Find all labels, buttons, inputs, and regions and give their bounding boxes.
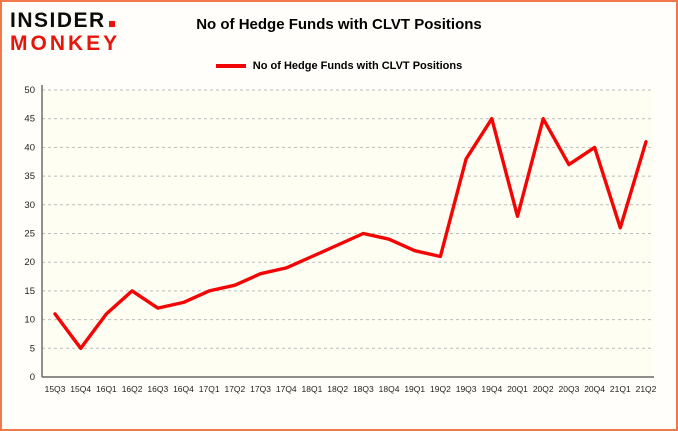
- x-tick-label: 19Q3: [456, 384, 477, 394]
- x-tick-label: 21Q1: [610, 384, 631, 394]
- x-tick-label: 15Q4: [70, 384, 91, 394]
- x-tick-label: 16Q2: [122, 384, 143, 394]
- logo-text-insider: INSIDER: [10, 10, 120, 31]
- x-tick-label: 18Q4: [379, 384, 400, 394]
- x-tick-label: 19Q4: [481, 384, 502, 394]
- y-tick-label: 20: [24, 257, 35, 268]
- x-tick-label: 18Q2: [327, 384, 348, 394]
- x-tick-label: 18Q1: [302, 384, 323, 394]
- x-tick-label: 20Q1: [507, 384, 528, 394]
- legend-line-icon: [215, 64, 246, 68]
- y-tick-label: 0: [30, 372, 35, 383]
- x-tick-label: 20Q2: [533, 384, 554, 394]
- y-tick-label: 10: [24, 315, 35, 326]
- logo-text-monkey: MONKEY: [10, 32, 121, 55]
- x-tick-label: 19Q1: [404, 384, 425, 394]
- x-tick-label: 17Q3: [250, 384, 271, 394]
- y-tick-label: 40: [24, 142, 35, 153]
- y-tick-label: 25: [24, 229, 35, 240]
- y-tick-label: 15: [24, 286, 35, 297]
- y-tick-label: 45: [24, 114, 35, 125]
- x-tick-label: 17Q1: [199, 384, 220, 394]
- x-tick-label: 15Q3: [45, 384, 66, 394]
- logo-dot-icon: [108, 21, 115, 27]
- x-tick-label: 17Q2: [224, 384, 245, 394]
- x-tick-label: 17Q4: [276, 384, 297, 394]
- x-tick-label: 16Q1: [96, 384, 117, 394]
- x-tick-label: 20Q3: [559, 384, 580, 394]
- y-tick-label: 5: [30, 343, 35, 354]
- x-tick-label: 16Q3: [147, 384, 168, 394]
- legend-label: No of Hedge Funds with CLVT Positions: [252, 60, 463, 72]
- x-tick-label: 21Q2: [636, 384, 657, 394]
- insider-monkey-logo: INSIDER MONKEY: [10, 10, 120, 54]
- series-line: [53, 116, 648, 350]
- y-tick-label: 35: [24, 171, 35, 182]
- x-tick-label: 18Q3: [353, 384, 374, 394]
- x-tick-label: 19Q2: [430, 384, 451, 394]
- legend: No of Hedge Funds with CLVT Positions: [2, 60, 676, 72]
- y-tick-label: 50: [24, 85, 35, 96]
- page-title: No of Hedge Funds with CLVT Positions: [196, 16, 482, 33]
- x-tick-label: 20Q4: [584, 384, 605, 394]
- y-tick-label: 30: [24, 200, 35, 211]
- x-tick-label: 16Q4: [173, 384, 194, 394]
